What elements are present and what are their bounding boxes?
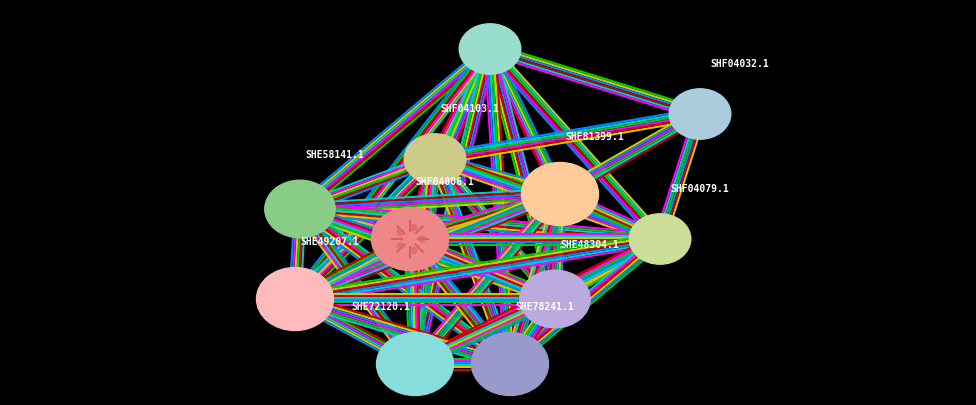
Circle shape [397,229,403,235]
Text: SHE58141.1: SHE58141.1 [305,149,364,160]
Text: SHE72120.1: SHE72120.1 [351,301,410,311]
Ellipse shape [471,333,549,396]
Text: SHE78241.1: SHE78241.1 [515,301,574,311]
Circle shape [419,237,425,243]
Text: SHF04079.1: SHF04079.1 [670,183,729,194]
Text: SHF04006.1: SHF04006.1 [415,177,473,187]
Circle shape [397,243,403,249]
Text: SHE48304.1: SHE48304.1 [560,239,619,249]
Ellipse shape [459,25,521,75]
Text: SHE49207.1: SHE49207.1 [300,237,359,246]
Ellipse shape [670,90,731,140]
Ellipse shape [404,134,466,185]
Circle shape [411,248,417,254]
Ellipse shape [264,181,335,238]
Text: SHF04032.1: SHF04032.1 [710,59,769,69]
Ellipse shape [377,333,454,396]
Ellipse shape [372,208,449,271]
Circle shape [411,225,417,231]
Ellipse shape [630,214,691,264]
Text: SHE81399.1: SHE81399.1 [565,132,624,142]
Ellipse shape [520,271,590,328]
Ellipse shape [257,268,334,331]
Text: SHF04103.1: SHF04103.1 [440,104,499,114]
Ellipse shape [521,163,598,226]
